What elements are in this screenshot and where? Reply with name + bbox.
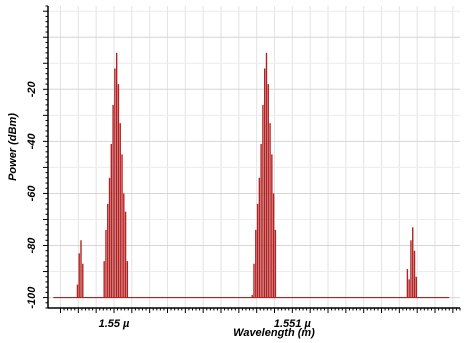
x-axis-label: Wavelength (m)	[233, 327, 315, 339]
y-tick-label: -40	[26, 133, 38, 150]
y-axis-label: Power (dBm)	[7, 113, 19, 181]
spectrum-lines	[76, 52, 418, 298]
x-tick-label: 1.55 µ	[99, 318, 130, 330]
x-tick-label: 1.551 µ	[274, 318, 312, 330]
y-tick-label: -100	[26, 286, 38, 309]
y-tick-label: -80	[26, 237, 38, 254]
axes	[43, 5, 461, 313]
y-tick-label: -60	[26, 185, 38, 202]
tick-labels: 1.55 µ 1.551 µ -20 -40 -60 -80 -100	[26, 80, 311, 330]
y-tick-label: -20	[26, 80, 38, 97]
